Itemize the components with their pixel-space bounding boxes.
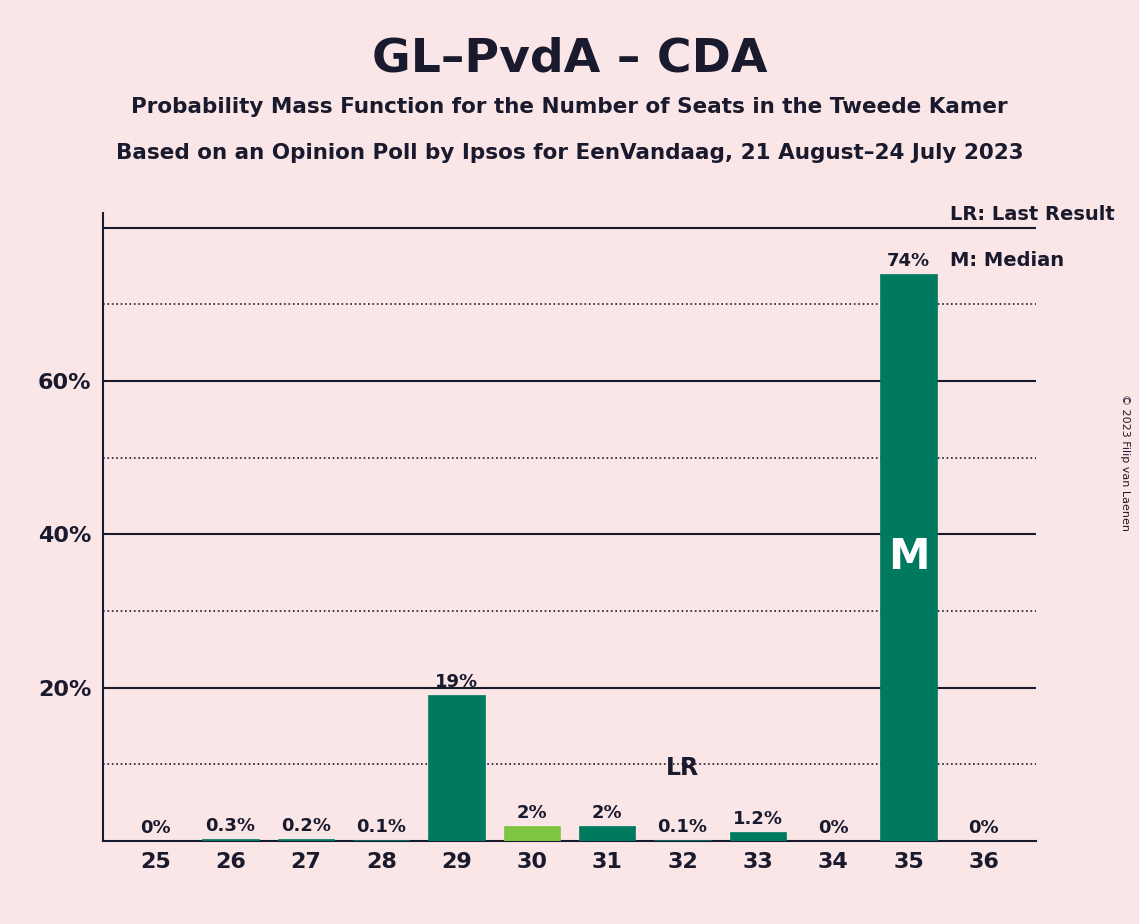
Text: Probability Mass Function for the Number of Seats in the Tweede Kamer: Probability Mass Function for the Number… (131, 97, 1008, 117)
Bar (730, 832, 786, 841)
Text: GL–PvdA – CDA: GL–PvdA – CDA (371, 37, 768, 82)
Text: © 2023 Filip van Laenen: © 2023 Filip van Laenen (1121, 394, 1130, 530)
Text: LR: Last Result: LR: Last Result (950, 205, 1115, 224)
Bar (579, 825, 636, 841)
Text: M: M (887, 536, 929, 578)
Bar (203, 839, 259, 841)
Text: 0%: 0% (818, 819, 849, 837)
Text: 2%: 2% (592, 804, 623, 821)
Text: 0.1%: 0.1% (357, 819, 407, 836)
Bar (278, 839, 334, 841)
Text: 1.2%: 1.2% (732, 809, 782, 828)
Text: 0.3%: 0.3% (205, 817, 255, 834)
Text: Based on an Opinion Poll by Ipsos for EenVandaag, 21 August–24 July 2023: Based on an Opinion Poll by Ipsos for Ee… (116, 143, 1023, 164)
Bar (428, 695, 485, 841)
Bar (880, 274, 936, 841)
Text: 0.1%: 0.1% (657, 819, 707, 836)
Text: 74%: 74% (887, 252, 931, 270)
Text: 19%: 19% (435, 674, 478, 691)
Text: 0%: 0% (140, 819, 171, 837)
Text: 0.2%: 0.2% (281, 818, 330, 835)
Text: 2%: 2% (516, 804, 547, 821)
Text: LR: LR (666, 756, 699, 780)
Bar (503, 825, 560, 841)
Text: M: Median: M: Median (950, 251, 1064, 270)
Text: 0%: 0% (968, 819, 999, 837)
